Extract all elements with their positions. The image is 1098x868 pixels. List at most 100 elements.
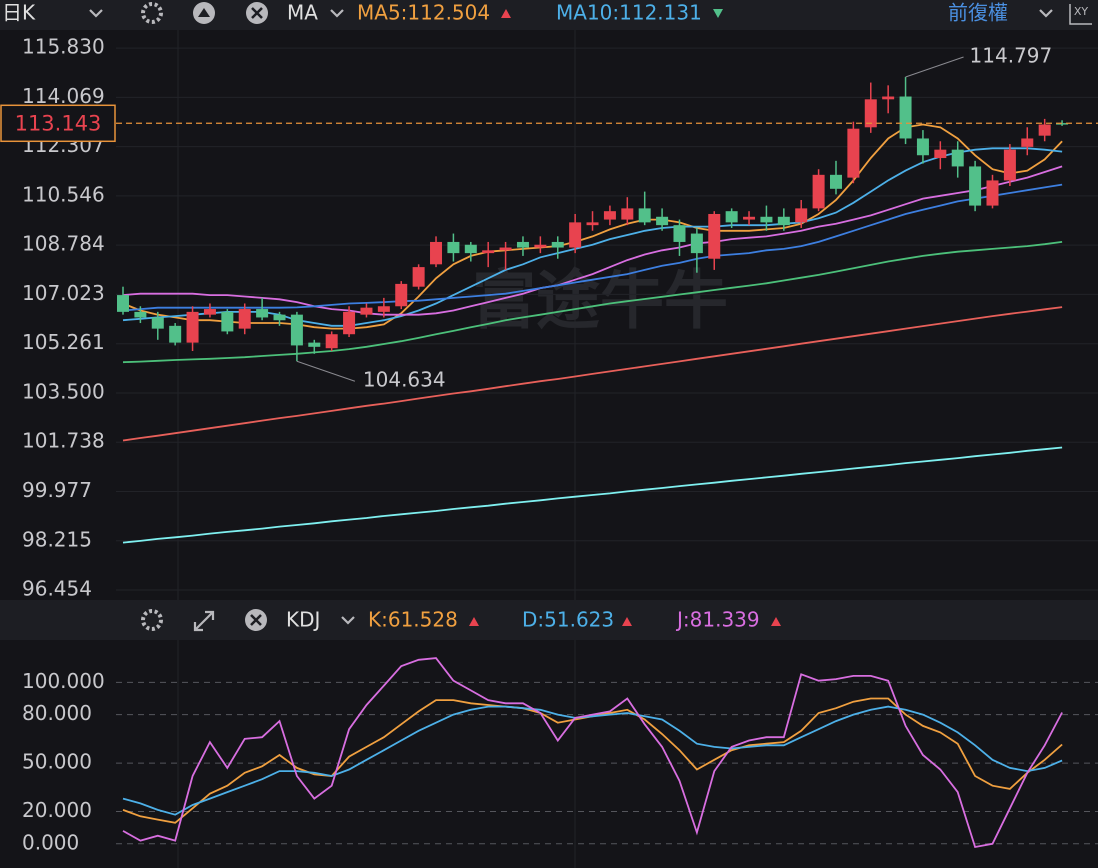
current-price-box — [0, 104, 116, 143]
watermark: 富途牛牛 — [472, 265, 728, 339]
candle-body — [308, 342, 321, 347]
y-tick-label: 107.023 — [22, 281, 105, 305]
candle-body — [516, 241, 529, 248]
candle-body — [1056, 123, 1069, 125]
candle-body — [1003, 149, 1016, 181]
candle-body — [638, 208, 651, 223]
candle-body — [743, 216, 756, 220]
high-annotation: 114.797 — [970, 44, 1053, 68]
candle-body — [134, 311, 147, 318]
y-tick-label: 101.738 — [22, 429, 105, 453]
candle-body — [795, 208, 808, 223]
chevron[interactable] — [1039, 9, 1053, 18]
candle-body — [760, 216, 773, 223]
y-tick-label: 110.546 — [22, 182, 105, 206]
settings-icon[interactable] — [141, 609, 163, 631]
y-tick-label: 99.977 — [22, 478, 92, 502]
j-legend: J:81.339 — [675, 608, 760, 632]
candle-body — [151, 317, 164, 329]
ma10-legend: MA10:112.131 — [556, 1, 702, 25]
candle-body — [986, 180, 999, 206]
toolbar — [0, 0, 1098, 30]
y-tick-label: 96.454 — [22, 577, 92, 601]
y-tick-label: 80.000 — [22, 701, 92, 725]
candle-body — [186, 311, 199, 343]
indicator-icon[interactable] — [193, 2, 215, 24]
candle-body — [725, 211, 738, 223]
y-tick-label: 114.069 — [22, 84, 105, 108]
up-arrow — [469, 617, 479, 626]
candle-body — [447, 241, 460, 254]
candle-body — [290, 314, 303, 346]
ma-line — [122, 241, 1063, 364]
candle-body — [117, 295, 129, 312]
candle-body — [882, 96, 895, 100]
xy-icon[interactable]: XY — [1069, 4, 1092, 25]
candle-body — [343, 311, 356, 335]
expand-icon[interactable] — [193, 610, 215, 632]
y-tick-label: 20.000 — [22, 798, 92, 822]
annotation-leader — [905, 56, 964, 78]
candle-body — [673, 225, 686, 242]
ma-line — [122, 165, 1063, 316]
candle-body — [969, 166, 982, 206]
period-label[interactable]: 日K — [2, 1, 36, 25]
candle-body — [829, 174, 842, 189]
candle-body — [430, 241, 443, 265]
candle-body — [656, 216, 669, 226]
ma5-legend: MA5:112.504 — [357, 1, 490, 25]
candle-body — [360, 307, 373, 315]
y-tick-label: 0.000 — [22, 830, 79, 854]
ma-line — [122, 446, 1063, 544]
y-tick-label: 100.000 — [22, 669, 105, 693]
candle-body — [899, 96, 912, 139]
close-icon[interactable] — [245, 609, 267, 631]
candle-body — [690, 233, 703, 254]
candle-body — [412, 267, 425, 287]
candle-body — [464, 244, 477, 254]
kdj-line — [122, 657, 1063, 849]
low-annotation: 104.634 — [363, 368, 446, 392]
candle-body — [203, 309, 216, 315]
up-arrow — [501, 9, 511, 18]
y-tick-label: 103.500 — [22, 379, 105, 403]
candle-body — [708, 213, 721, 259]
y-tick-label: 105.261 — [22, 330, 105, 354]
candle-body — [934, 149, 947, 159]
xy-label: XY — [1074, 5, 1089, 18]
indicator-bar — [0, 600, 1098, 640]
candle-body — [551, 241, 564, 248]
candle-body — [169, 325, 182, 343]
kdj-line — [122, 705, 1063, 816]
close-icon[interactable] — [246, 2, 268, 24]
candle-body — [221, 311, 234, 332]
current-price-label: 113.143 — [15, 111, 102, 135]
down-arrow — [713, 9, 723, 18]
candle-body — [1038, 124, 1051, 136]
candle-body — [777, 216, 790, 226]
adjust-label[interactable]: 前復權 — [948, 1, 1008, 25]
candle-body — [603, 211, 616, 220]
y-tick-label: 108.784 — [22, 232, 105, 256]
candle-body — [395, 283, 408, 307]
candle-body — [847, 128, 860, 178]
chevron[interactable] — [341, 616, 355, 625]
up-arrow — [622, 617, 632, 626]
kdj-label[interactable]: KDJ — [286, 608, 320, 632]
indicator-label[interactable]: MA — [287, 1, 318, 25]
candle-body — [325, 334, 338, 349]
settings-icon[interactable] — [141, 2, 163, 24]
candle-body — [812, 174, 825, 209]
candle-body — [1021, 138, 1034, 147]
candle-body — [569, 222, 582, 248]
y-tick-label: 98.215 — [22, 527, 92, 551]
chevron[interactable] — [330, 9, 344, 18]
candle-body — [377, 306, 390, 312]
y-tick-label: 50.000 — [22, 750, 92, 774]
k-legend: K:61.528 — [368, 608, 458, 632]
ma-line — [122, 183, 1063, 312]
chevron[interactable] — [89, 9, 103, 18]
candle-body — [951, 149, 964, 167]
